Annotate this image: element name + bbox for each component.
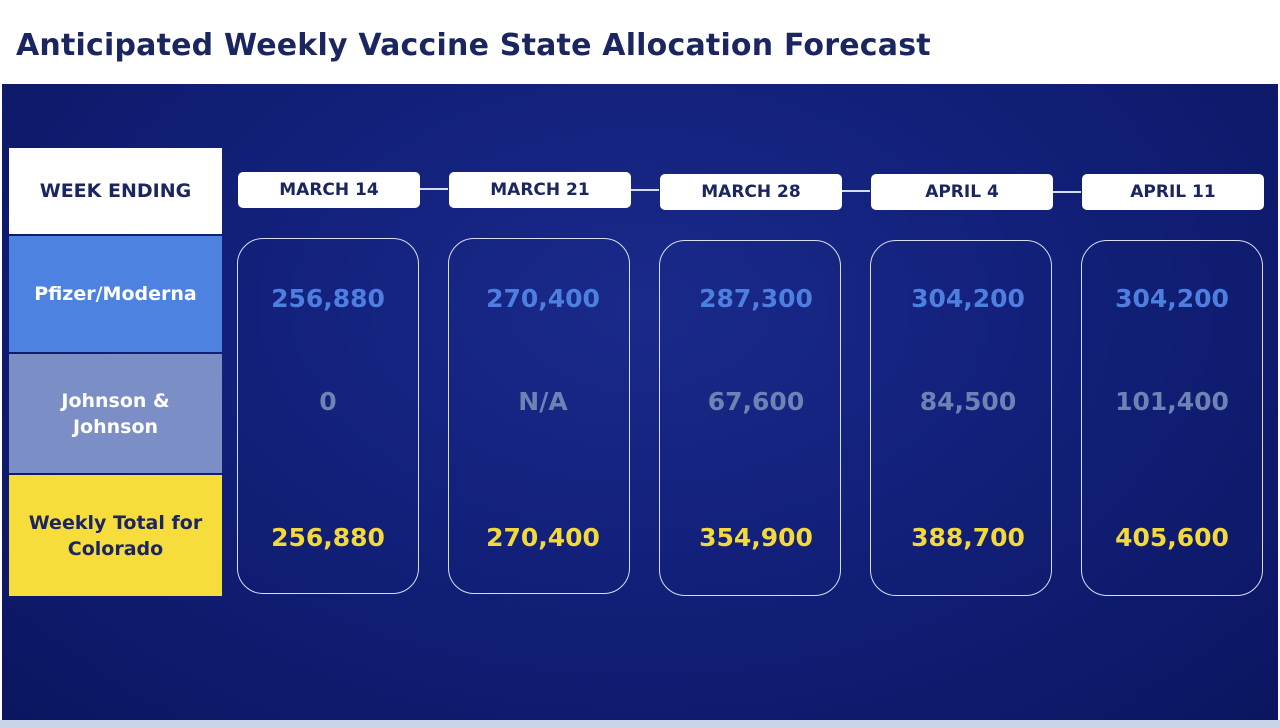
week-pill-april-4: APRIL 4: [871, 174, 1053, 210]
cell-total-march-21: 270,400: [486, 523, 600, 552]
week-pill-march-21: MARCH 21: [449, 172, 631, 208]
cell-pfizer-march-14: 256,880: [271, 284, 385, 313]
week-connector: [842, 190, 870, 192]
column-card-march-28: [659, 240, 841, 596]
cell-pfizer-april-11: 304,200: [1115, 284, 1229, 313]
cell-jj-march-21: N/A: [518, 387, 568, 416]
column-card-april-11: [1081, 240, 1263, 596]
cell-pfizer-march-28: 287,300: [699, 284, 813, 313]
cell-pfizer-april-4: 304,200: [911, 284, 1025, 313]
row-label-total-line2: Colorado: [67, 537, 164, 560]
column-card-march-21: [448, 238, 630, 594]
cell-total-march-28: 354,900: [699, 523, 813, 552]
cell-jj-april-11: 101,400: [1115, 387, 1229, 416]
row-label-week-ending-text: WEEK ENDING: [39, 180, 192, 202]
bottom-bar: [0, 720, 1280, 728]
row-label-weekly-total: Weekly Total for Colorado: [9, 475, 222, 596]
week-pill-march-28: MARCH 28: [660, 174, 842, 210]
cell-jj-march-14: 0: [319, 387, 337, 416]
row-label-johnson-johnson: Johnson & Johnson: [9, 354, 222, 473]
page-title: Anticipated Weekly Vaccine State Allocat…: [16, 28, 931, 63]
week-connector: [420, 188, 448, 190]
cell-total-april-4: 388,700: [911, 523, 1025, 552]
week-pill-march-14: MARCH 14: [238, 172, 420, 208]
week-pill-april-11: APRIL 11: [1082, 174, 1264, 210]
header: Anticipated Weekly Vaccine State Allocat…: [0, 0, 1280, 84]
row-label-total-line1: Weekly Total for: [28, 511, 203, 534]
cell-total-march-14: 256,880: [271, 523, 385, 552]
cell-total-april-11: 405,600: [1115, 523, 1229, 552]
column-card-march-14: [237, 238, 419, 594]
cell-jj-april-4: 84,500: [919, 387, 1017, 416]
week-connector: [1053, 191, 1081, 193]
row-label-pfizer-moderna-text: Pfizer/Moderna: [34, 283, 197, 305]
week-connector: [631, 189, 659, 191]
cell-jj-march-28: 67,600: [707, 387, 805, 416]
row-label-jj-line2: Johnson: [72, 415, 159, 438]
row-label-pfizer-moderna: Pfizer/Moderna: [9, 236, 222, 352]
column-card-april-4: [870, 240, 1052, 596]
cell-pfizer-march-21: 270,400: [486, 284, 600, 313]
row-label-jj-line1: Johnson &: [61, 389, 170, 412]
row-label-week-ending: WEEK ENDING: [9, 148, 222, 234]
